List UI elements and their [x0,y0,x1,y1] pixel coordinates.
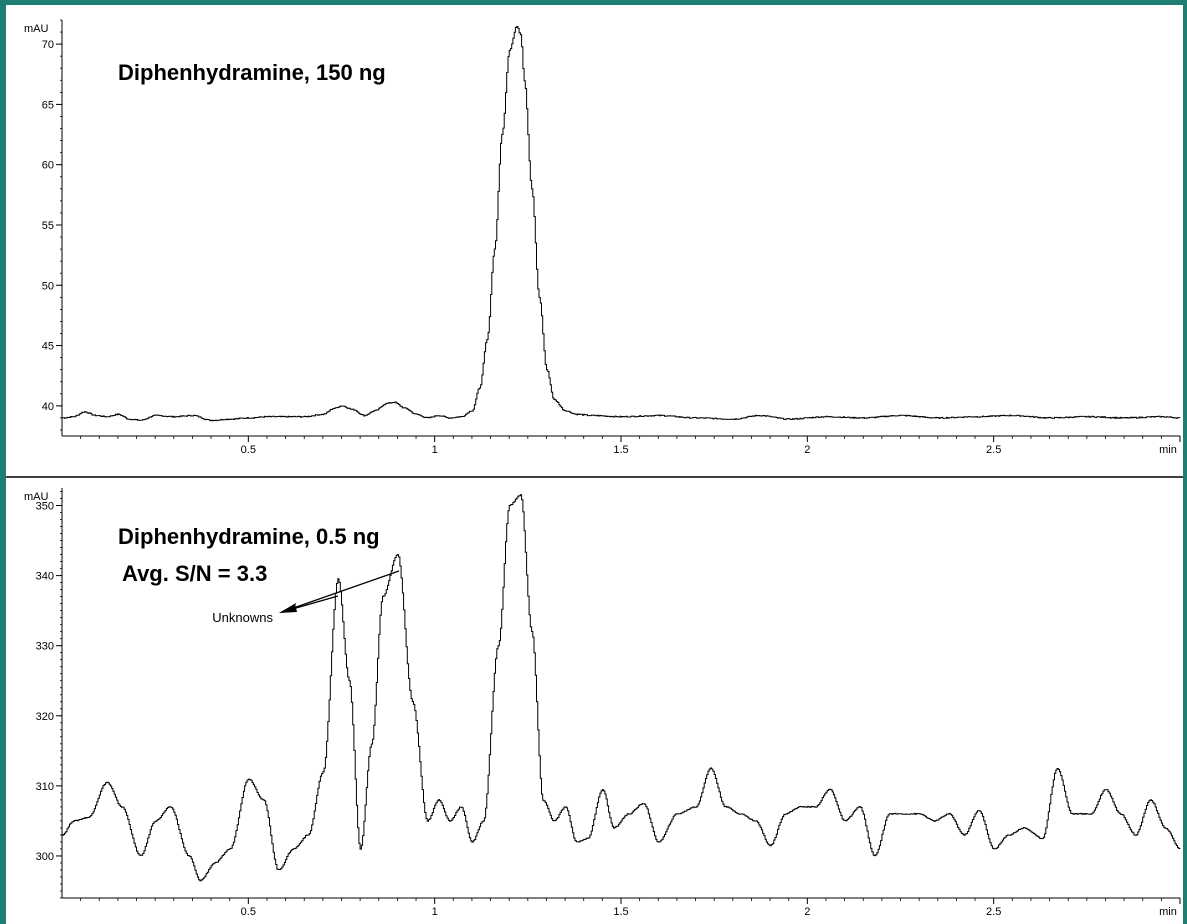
unknowns-annotation: Unknowns [212,610,273,625]
chromatogram-trace [62,494,1181,882]
x-tick-label: 2.5 [986,906,1001,918]
y-axis-unit-label: mAU [24,491,49,503]
y-axis: 300 310 320 330 340 350 [36,488,63,899]
signal-to-noise-label: Avg. S/N = 3.3 [122,561,267,586]
y-tick-label: 55 [42,220,54,232]
x-axis: 0.5 1 1.5 2 2.5 [62,435,1181,456]
arrow-line-peak-2 [281,570,400,613]
y-tick-label: 320 [36,711,54,723]
frame-right-border [1183,0,1187,924]
x-axis: 0.5 1 1.5 2 2.5 [62,897,1181,918]
x-tick-label: 0.5 [241,444,256,456]
y-tick-label: 340 [36,571,54,583]
y-tick-label: 65 [42,99,54,111]
unknowns-arrows [279,570,400,613]
chart-title: Diphenhydramine, 0.5 ng [118,524,380,549]
x-axis-unit-label: min [1159,906,1177,918]
x-axis-unit-label: min [1159,444,1177,456]
x-tick-label: 2.5 [986,444,1001,456]
y-axis-unit-label: mAU [24,23,49,35]
x-tick-label: 1 [432,906,438,918]
y-axis: 40 45 50 55 60 65 70 [42,19,63,436]
y-tick-label: 350 [36,501,54,513]
x-tick-label: 0.5 [241,906,256,918]
x-tick-label: 1.5 [613,444,628,456]
x-tick-label: 1 [432,444,438,456]
x-tick-label: 2 [804,906,810,918]
y-tick-label: 60 [42,160,54,172]
chromatogram-trace [62,26,1181,422]
chromatogram-panel-0.5ng: 300 310 320 330 340 350 0.5 1 1.5 2 2.5 mAU min D… [24,488,1181,918]
frame-left-border [0,0,6,924]
x-tick-label: 1.5 [613,906,628,918]
frame-top-border [0,0,1187,5]
chart-title: Diphenhydramine, 150 ng [118,60,386,85]
y-tick-label: 330 [36,641,54,653]
chromatogram-panel-150ng: 40 45 50 55 60 65 70 0.5 1 1.5 2 2.5 mAU min Diphe… [24,19,1181,456]
y-tick-label: 45 [42,341,54,353]
y-tick-label: 50 [42,280,54,292]
x-tick-label: 2 [804,444,810,456]
y-tick-label: 300 [36,851,54,863]
y-tick-label: 70 [42,39,54,51]
y-tick-label: 40 [42,401,54,413]
y-tick-label: 310 [36,781,54,793]
arrow-head-icon [279,604,297,613]
